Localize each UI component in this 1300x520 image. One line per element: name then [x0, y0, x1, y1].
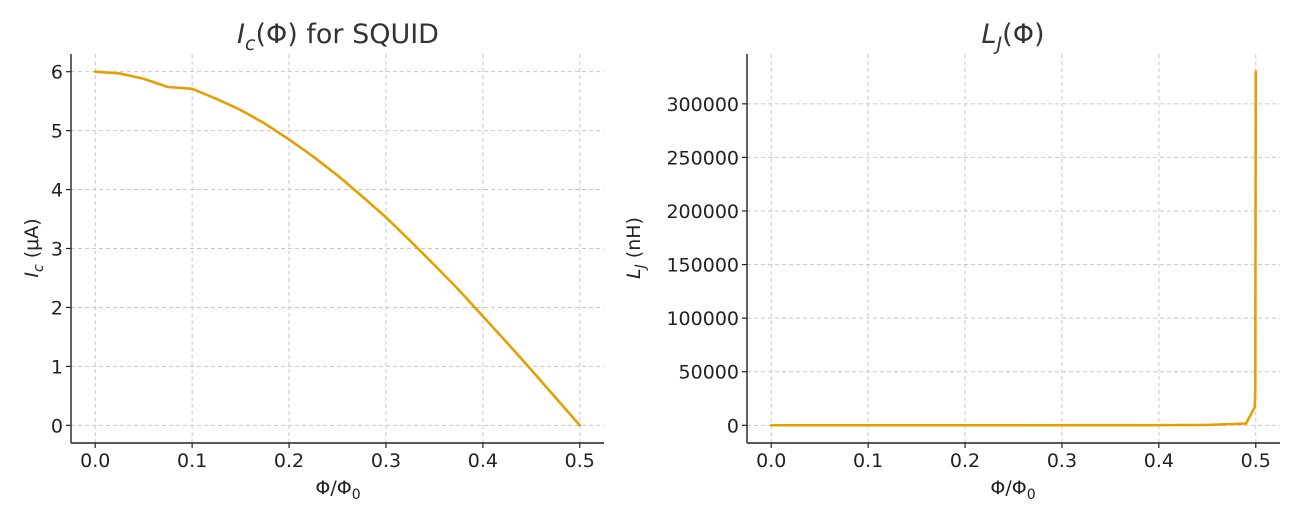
- x-tick-label: 0.0: [756, 450, 786, 472]
- y-tick-label: 250000: [666, 147, 739, 169]
- grid: [71, 54, 604, 443]
- series-layer: [769, 70, 1258, 427]
- y-tick-label: 6: [51, 62, 63, 84]
- chart-title: LJ(Φ): [982, 19, 1045, 55]
- x-tick-label: 0.3: [371, 450, 401, 472]
- chart-lj-vs-flux: LJ(Φ) 0.0 0.1 0.2 0.3 0.4 0.5 0 50000 100000 1500…: [623, 19, 1280, 503]
- y-tick-label: 1: [51, 356, 63, 378]
- grid: [747, 54, 1280, 443]
- chart-ic-vs-flux: Ic(Φ) for SQUID 0.0 0.1 0.2 0.3 0.4 0.5 0 1 2 3 4 5…: [21, 19, 604, 503]
- y-tick-label: 200000: [666, 201, 739, 223]
- y-tick-label: 300000: [666, 94, 739, 116]
- y-tick-label: 4: [51, 180, 63, 202]
- series-layer: [93, 70, 582, 427]
- x-tick-label: 0.5: [1241, 450, 1271, 472]
- x-tick-label: 0.2: [274, 450, 304, 472]
- x-tick-label: 0.4: [468, 450, 498, 472]
- x-tick-label: 0.1: [853, 450, 883, 472]
- x-tick-label: 0.5: [565, 450, 595, 472]
- chart-title: Ic(Φ) for SQUID: [237, 19, 439, 55]
- y-tick-label: 5: [51, 121, 63, 143]
- y-axis-label: Ic (μA): [21, 218, 47, 277]
- x-tick-label: 0.0: [80, 450, 110, 472]
- x-tick-label: 0.1: [177, 450, 207, 472]
- y-tick-label: 0: [727, 415, 739, 437]
- series-line: [93, 70, 582, 427]
- y-tick-label: 3: [51, 239, 63, 261]
- series-line: [769, 70, 1258, 427]
- axes: 0.0 0.1 0.2 0.3 0.4 0.5 0 50000 100000 150000 2000…: [666, 54, 1280, 472]
- x-tick-label: 0.2: [950, 450, 980, 472]
- axes: 0.0 0.1 0.2 0.3 0.4 0.5 0 1 2 3 4 5 6: [51, 54, 604, 472]
- y-tick-label: 0: [51, 415, 63, 437]
- y-axis-label: LJ (nH): [623, 217, 649, 279]
- x-axis-label: Φ/Φ0: [990, 477, 1035, 503]
- y-tick-label: 100000: [666, 308, 739, 330]
- y-tick-label: 50000: [679, 362, 739, 384]
- x-tick-label: 0.4: [1144, 450, 1174, 472]
- x-tick-label: 0.3: [1047, 450, 1077, 472]
- x-axis-label: Φ/Φ0: [315, 477, 360, 503]
- y-tick-label: 150000: [666, 255, 739, 277]
- y-tick-label: 2: [51, 297, 63, 319]
